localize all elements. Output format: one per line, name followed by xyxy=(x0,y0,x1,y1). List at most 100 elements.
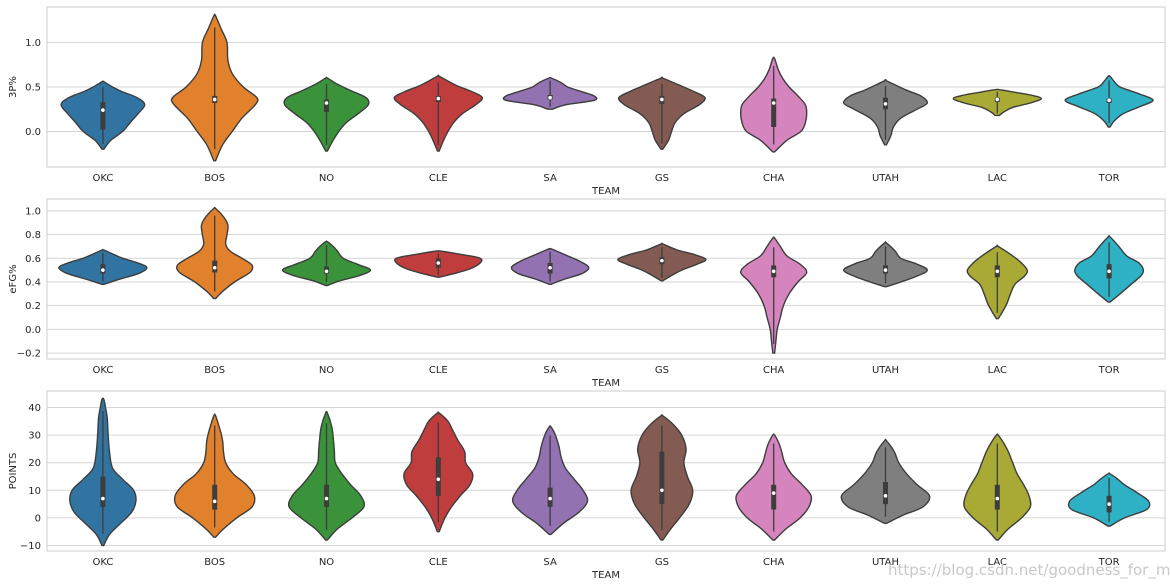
violin-median-dot xyxy=(883,268,888,272)
violin-utah xyxy=(842,78,929,146)
y-tick-label: 10 xyxy=(28,486,41,497)
y-axis-label: eFG% xyxy=(8,264,19,293)
violin-cha xyxy=(739,56,808,153)
violin-gs xyxy=(630,414,694,541)
x-tick-label-gs: GS xyxy=(655,365,669,376)
x-tick-label-lac: LAC xyxy=(988,557,1007,568)
violin-median-dot xyxy=(1107,269,1111,274)
violin-median-dot xyxy=(212,265,217,270)
x-tick-label-okc: OKC xyxy=(92,365,113,376)
x-axis-label: TEAM xyxy=(591,186,620,197)
subplot-points: −10 0 10 20 30 40 POINTS OKC BOS NO CLE SA GS CHA UTAH… xyxy=(8,390,1166,581)
violin-lac xyxy=(966,244,1029,320)
violin-median-dot xyxy=(1107,502,1111,506)
x-tick-label-bos: BOS xyxy=(204,173,225,184)
plot-frame xyxy=(46,198,1166,360)
violin-okc xyxy=(58,248,148,285)
x-tick-label-tor: TOR xyxy=(1098,365,1120,376)
violin-iqr-box xyxy=(771,484,777,510)
y-axis-label: 3P% xyxy=(8,76,19,98)
violin-median-dot xyxy=(883,102,888,106)
violin-sa xyxy=(511,425,589,536)
y-tick-label: 1.0 xyxy=(25,38,41,49)
x-tick-label-cle: CLE xyxy=(429,557,448,568)
violin-iqr-box xyxy=(100,476,106,507)
violin-median-dot xyxy=(324,101,329,105)
violin-cle xyxy=(403,411,474,533)
y-tick-label: 30 xyxy=(28,431,41,442)
x-tick-label-gs: GS xyxy=(655,557,669,568)
x-tick-label-sa: SA xyxy=(543,173,557,184)
x-tick-label-utah: UTAH xyxy=(872,173,899,184)
x-tick-label-cha: CHA xyxy=(763,173,785,184)
violin-median-dot xyxy=(101,496,105,501)
x-tick-label-okc: OKC xyxy=(92,557,113,568)
violin-no xyxy=(287,410,366,541)
subplot-3p-percent: 0.0 0.5 1.0 3P% OKC BOS NO CLE SA GS CHA UTAH LAC TOR… xyxy=(8,6,1166,197)
violin-bos xyxy=(170,13,259,162)
violin-lac xyxy=(952,88,1042,117)
violin-median-dot xyxy=(771,101,776,105)
x-tick-label-tor: TOR xyxy=(1098,173,1120,184)
x-tick-label-cle: CLE xyxy=(429,365,448,376)
x-tick-label-cha: CHA xyxy=(763,365,785,376)
y-tick-label: 0.8 xyxy=(25,230,41,241)
violin-tor xyxy=(1064,74,1154,128)
violin-median-dot xyxy=(660,488,664,493)
violin-bos xyxy=(173,413,256,538)
x-tick-label-lac: LAC xyxy=(988,173,1007,184)
violin-cle xyxy=(393,74,484,152)
violin-utah xyxy=(840,438,931,525)
violin-median-dot xyxy=(548,95,552,100)
violin-median-dot xyxy=(436,477,441,482)
violin-median-dot xyxy=(771,269,776,274)
violin-iqr-box xyxy=(659,451,665,505)
y-tick-label: −0.2 xyxy=(17,349,41,360)
violin-sa xyxy=(502,76,598,110)
violin-cle xyxy=(394,250,483,278)
x-tick-label-no: NO xyxy=(319,173,334,184)
x-tick-label-tor: TOR xyxy=(1098,557,1120,568)
violin-iqr-box xyxy=(435,457,441,496)
violin-median-dot xyxy=(771,491,776,495)
violin-okc xyxy=(69,397,137,547)
violin-median-dot xyxy=(324,496,329,501)
violin-median-dot xyxy=(995,97,1000,102)
plot-frame xyxy=(46,6,1166,168)
violin-median-dot xyxy=(101,268,105,272)
y-tick-label: 0.0 xyxy=(25,127,41,138)
x-axis-label: TEAM xyxy=(591,570,620,581)
violin-median-dot xyxy=(436,96,441,101)
violin-median-dot xyxy=(324,269,329,274)
x-tick-label-no: NO xyxy=(319,557,334,568)
violin-cha xyxy=(735,433,813,541)
violin-sa xyxy=(510,247,590,285)
violin-median-dot xyxy=(883,494,888,498)
violin-iqr-box xyxy=(100,102,106,130)
violin-okc xyxy=(60,80,146,150)
x-tick-label-bos: BOS xyxy=(204,557,225,568)
y-tick-label: 0.0 xyxy=(25,325,41,336)
x-axis-label: TEAM xyxy=(591,378,620,389)
subplot-efg-percent: −0.2 0.0 0.2 0.4 0.6 0.8 1.0 eFG% OKC BOS NO CLE SA G… xyxy=(8,198,1166,389)
violin-median-dot xyxy=(660,258,664,263)
y-axis-label: POINTS xyxy=(8,453,19,490)
violin-iqr-box xyxy=(324,484,329,507)
violin-no xyxy=(281,240,372,287)
y-tick-label: 1.0 xyxy=(25,206,41,217)
violin-iqr-box xyxy=(324,99,329,112)
violin-median-dot xyxy=(212,499,217,504)
y-tick-label: 0.2 xyxy=(25,301,41,312)
violin-lac xyxy=(963,433,1032,541)
y-tick-label: 20 xyxy=(28,458,41,469)
violin-iqr-box xyxy=(212,484,218,510)
violin-iqr-box xyxy=(771,98,777,127)
violin-iqr-box xyxy=(883,482,888,505)
plot-frame xyxy=(46,390,1166,552)
y-tick-label: −10 xyxy=(20,541,41,552)
violin-median-dot xyxy=(436,261,441,265)
violin-tor xyxy=(1067,472,1151,527)
violin-no xyxy=(283,76,370,152)
y-tick-label: 0 xyxy=(35,513,41,524)
